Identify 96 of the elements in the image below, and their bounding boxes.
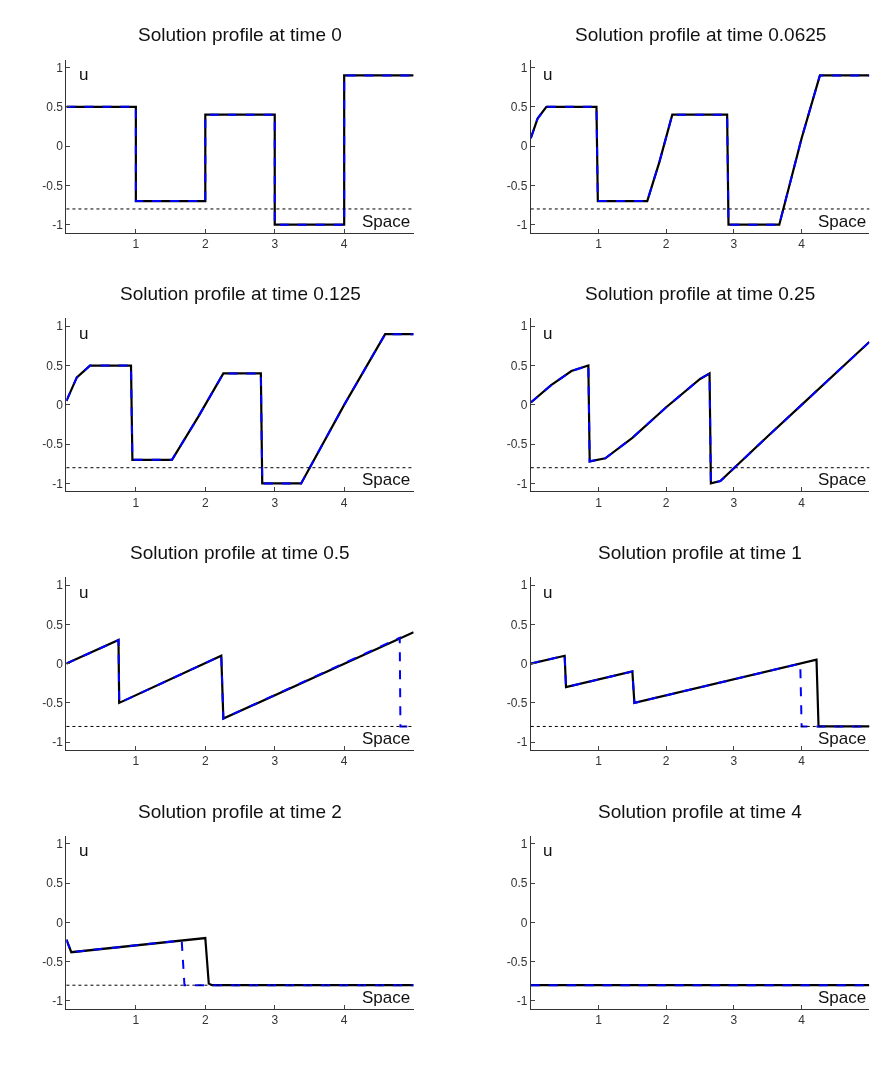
x-tick-label: 3 [730,236,738,251]
x-tick-label: 2 [201,1013,209,1028]
y-tick-label: -0.5 [506,954,528,969]
y-tick-label: 1 [520,836,528,851]
y-tick-label: -1 [516,735,528,750]
y-tick-label: 0 [520,398,528,413]
x-axis-title: Space [362,988,411,1007]
y-tick-label: 0.5 [510,358,528,373]
x-tick-label: 1 [595,754,603,769]
y-axis-title: u [543,841,553,860]
y-tick-label: -0.5 [42,954,64,969]
y-tick-label: 0 [56,915,64,930]
y-tick-label: -0.5 [42,696,64,711]
x-axis-title: Space [362,470,411,489]
chart-title: Solution profile at time 0.125 [120,283,361,304]
x-tick-label: 3 [730,495,738,510]
x-axis-title: Space [818,729,867,748]
y-tick-label: -0.5 [506,696,528,711]
x-tick-label: 1 [132,495,140,510]
y-tick-label: 0.5 [46,100,64,115]
y-tick-label: -1 [516,217,528,232]
y-tick-label: 0 [56,398,64,413]
x-tick-label: 3 [271,1013,279,1028]
y-axis-title: u [543,65,553,84]
chart-title: Solution profile at time 0.5 [130,542,350,563]
y-axis-title: u [79,324,89,343]
x-tick-label: 4 [340,236,348,251]
y-tick-label: 0.5 [46,358,64,373]
x-tick-label: 2 [662,236,670,251]
y-tick-label: 0.5 [46,617,64,632]
y-tick-label: 0.5 [510,876,528,891]
x-tick-label: 2 [201,236,209,251]
y-tick-label: 0 [520,139,528,154]
x-tick-label: 1 [595,1013,603,1028]
chart-title: Solution profile at time 4 [598,801,803,822]
y-tick-label: -1 [52,994,64,1009]
x-axis-title: Space [818,470,867,489]
y-tick-label: -0.5 [506,178,528,193]
y-axis-title: u [79,841,89,860]
x-tick-label: 1 [595,236,603,251]
y-tick-label: 1 [520,319,528,334]
x-axis-title: Space [818,212,867,231]
x-tick-label: 4 [798,754,806,769]
y-tick-label: 0 [520,915,528,930]
y-tick-label: -0.5 [42,178,64,193]
x-tick-label: 2 [662,495,670,510]
x-tick-label: 3 [271,495,279,510]
y-tick-label: 0.5 [510,617,528,632]
y-tick-label: 0 [56,656,64,671]
x-tick-label: 3 [730,1013,738,1028]
x-tick-label: 1 [132,754,140,769]
x-tick-label: 2 [662,1013,670,1028]
y-tick-label: -1 [52,217,64,232]
x-axis-title: Space [362,212,411,231]
x-tick-label: 4 [798,495,806,510]
x-tick-label: 1 [132,236,140,251]
x-tick-label: 1 [132,1013,140,1028]
y-tick-label: 0 [56,139,64,154]
x-tick-label: 3 [271,236,279,251]
y-axis-title: u [543,583,553,602]
chart-title: Solution profile at time 2 [138,801,342,822]
x-tick-label: 1 [595,495,603,510]
y-tick-label: -0.5 [506,437,528,452]
x-tick-label: 3 [730,754,738,769]
x-tick-label: 4 [798,1013,806,1028]
x-tick-label: 3 [271,754,279,769]
x-axis-title: Space [818,988,867,1007]
y-tick-label: 0.5 [510,100,528,115]
y-tick-label: 0.5 [46,876,64,891]
y-tick-label: -1 [52,735,64,750]
y-tick-label: -1 [52,476,64,491]
chart-title: Solution profile at time 0 [138,24,342,45]
x-tick-label: 4 [798,236,806,251]
y-tick-label: 1 [56,319,64,334]
y-tick-label: 1 [56,578,64,593]
y-tick-label: 1 [56,60,64,75]
y-axis-title: u [79,583,89,602]
y-axis-title: u [543,324,553,343]
x-tick-label: 4 [340,495,348,510]
y-tick-label: 0 [520,656,528,671]
y-tick-label: 1 [520,578,528,593]
y-tick-label: -0.5 [42,437,64,452]
x-tick-label: 4 [340,1013,348,1028]
x-tick-label: 2 [201,495,209,510]
chart-title: Solution profile at time 1 [598,542,802,563]
y-tick-label: 1 [56,836,64,851]
x-tick-label: 2 [201,754,209,769]
y-tick-label: -1 [516,476,528,491]
y-tick-label: -1 [516,994,528,1009]
chart-title: Solution profile at time 0.0625 [575,24,827,45]
x-axis-title: Space [362,729,411,748]
chart-title: Solution profile at time 0.25 [585,283,816,304]
y-axis-title: u [79,65,89,84]
x-tick-label: 4 [340,754,348,769]
x-tick-label: 2 [662,754,670,769]
y-tick-label: 1 [520,60,528,75]
